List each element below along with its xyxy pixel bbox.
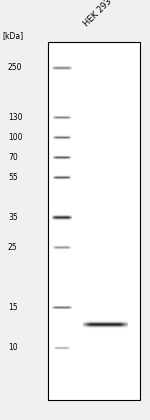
Bar — [48, 42, 140, 400]
Text: 100: 100 — [8, 134, 22, 142]
Text: 15: 15 — [8, 304, 18, 312]
Text: 55: 55 — [8, 173, 18, 183]
Text: 25: 25 — [8, 244, 18, 252]
Text: 130: 130 — [8, 113, 22, 123]
Text: [kDa]: [kDa] — [2, 32, 23, 40]
Text: 250: 250 — [8, 63, 22, 73]
Text: 70: 70 — [8, 153, 18, 163]
Text: 10: 10 — [8, 344, 18, 352]
Text: 35: 35 — [8, 213, 18, 223]
Text: HEK 293: HEK 293 — [82, 0, 113, 28]
